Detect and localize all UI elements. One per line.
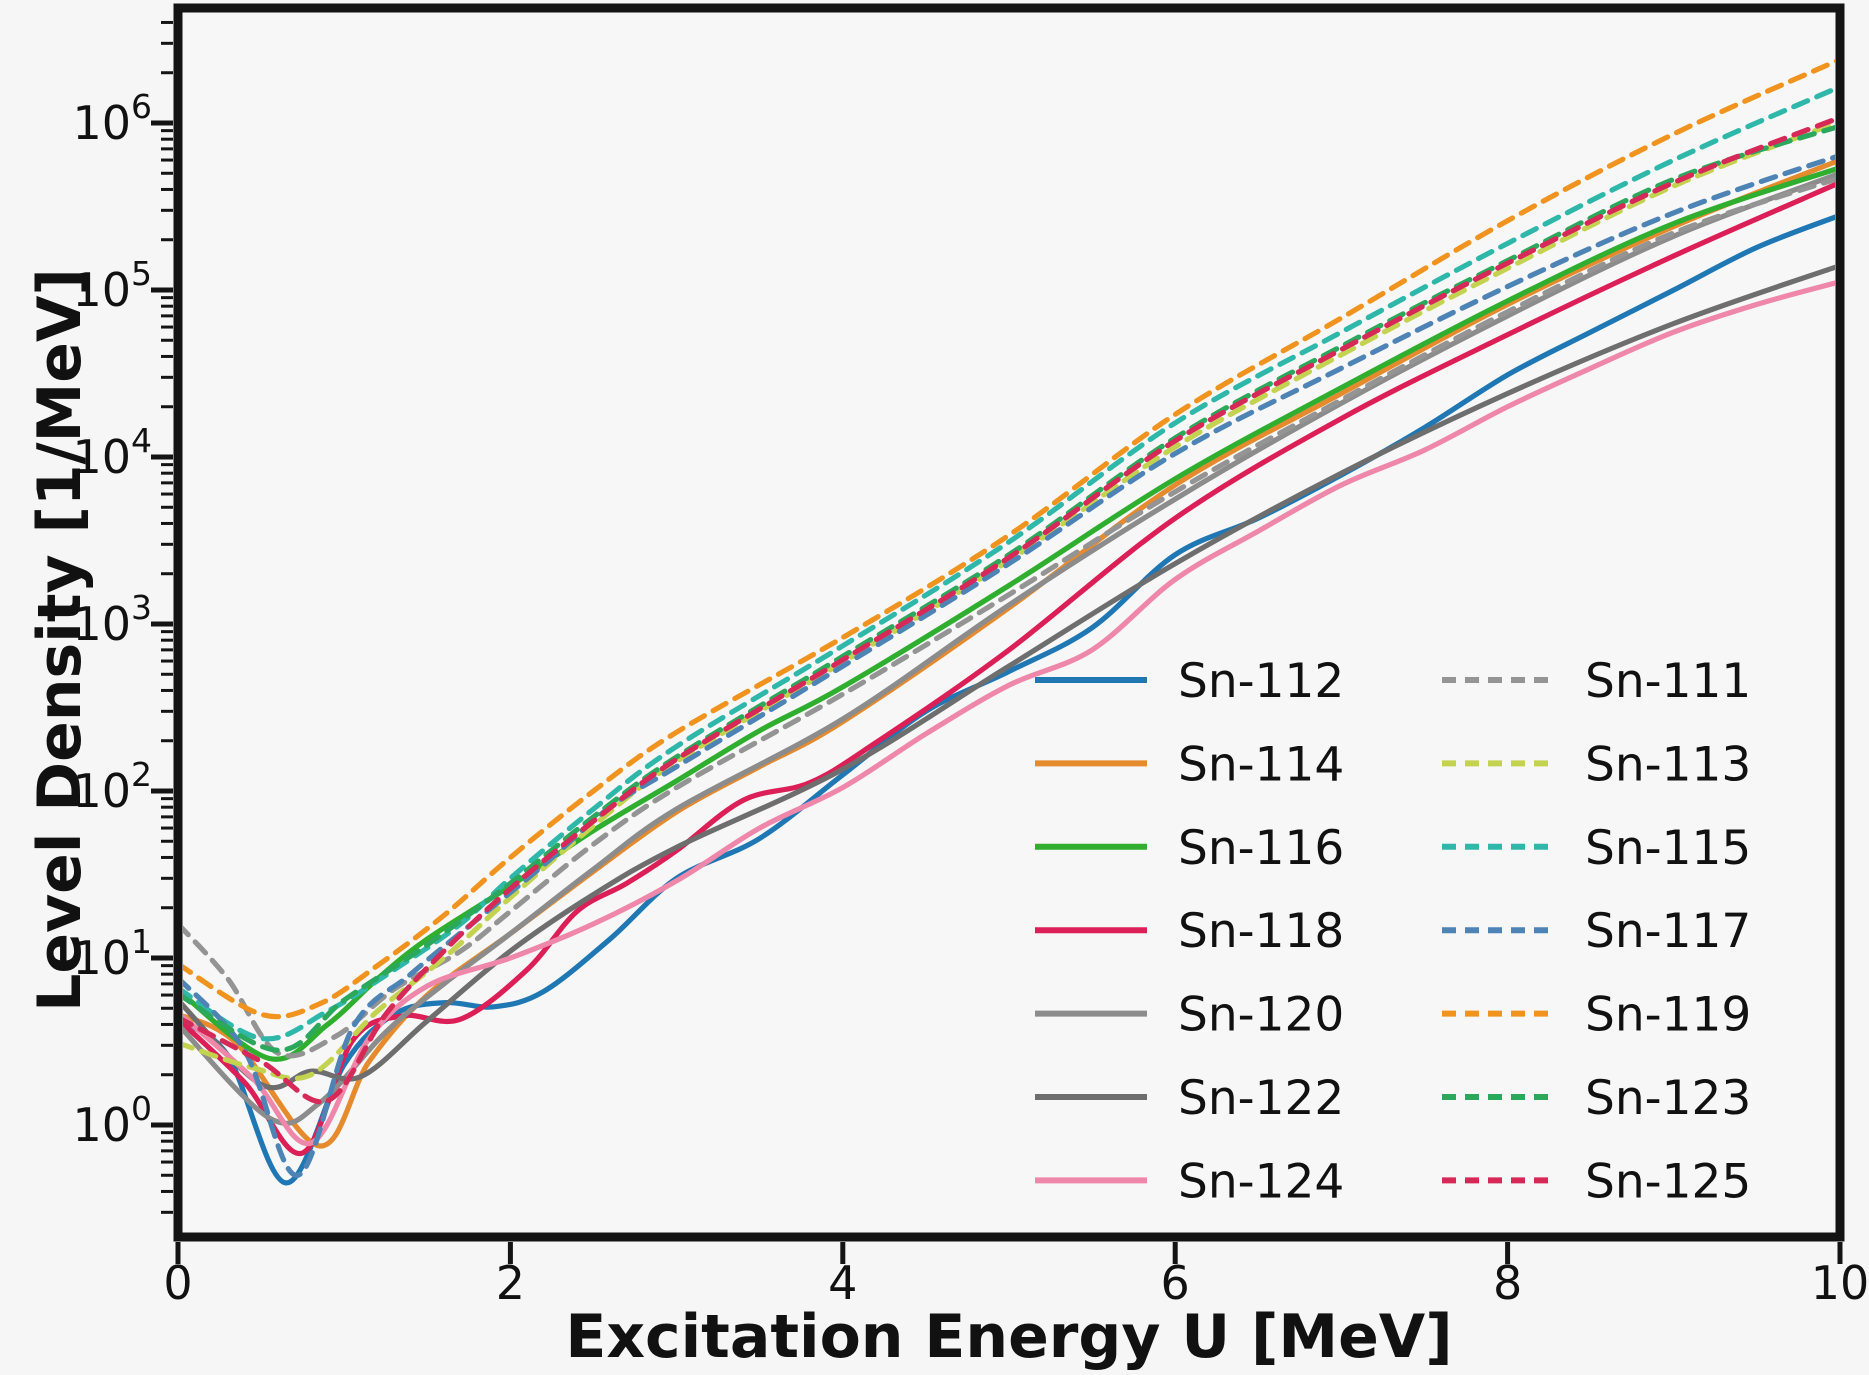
legend-label: Sn-123	[1585, 1071, 1751, 1126]
legend-label: Sn-118	[1178, 904, 1344, 959]
x-tick-label: 8	[1493, 1256, 1522, 1310]
y-tick-label: 106	[72, 87, 152, 150]
x-axis-title: Excitation Energy U [MeV]	[565, 1302, 1453, 1372]
legend-item-sn-122: Sn-122	[1035, 1071, 1344, 1126]
series-line-sn-119	[183, 58, 1835, 1020]
legend-label: Sn-116	[1178, 821, 1344, 876]
legend: Sn-112 Sn-114 Sn-116 Sn-118 Sn-120 Sn-122 Sn-1…	[1035, 654, 1751, 1209]
legend-item-sn-120: Sn-120	[1035, 988, 1344, 1043]
x-tick-label: 2	[496, 1256, 525, 1310]
legend-label: Sn-117	[1585, 904, 1751, 959]
series-line-sn-112	[183, 214, 1835, 1186]
legend-label: Sn-124	[1178, 1154, 1344, 1209]
plot-area	[178, 8, 1840, 1237]
legend-label: Sn-112	[1178, 654, 1344, 709]
series-line-sn-120	[183, 172, 1835, 1126]
legend-item-sn-112: Sn-112	[1035, 654, 1344, 709]
series-line-sn-122	[183, 264, 1835, 1091]
series-line-sn-117	[183, 154, 1835, 1178]
legend-item-sn-117: Sn-117	[1442, 904, 1751, 959]
series-line-sn-118	[183, 181, 1835, 1157]
legend-item-sn-123: Sn-123	[1442, 1071, 1751, 1126]
x-tick-label: 0	[163, 1256, 192, 1310]
curves-layer	[183, 58, 1835, 1186]
y-tick-label: 100	[72, 1089, 152, 1152]
legend-label: Sn-119	[1585, 988, 1751, 1043]
legend-label: Sn-114	[1178, 737, 1344, 792]
legend-item-sn-118: Sn-118	[1035, 904, 1344, 959]
legend-item-sn-119: Sn-119	[1442, 988, 1751, 1043]
legend-label: Sn-113	[1585, 737, 1751, 792]
series-line-sn-115	[183, 86, 1835, 1042]
legend-item-sn-124: Sn-124	[1035, 1154, 1344, 1209]
legend-label: Sn-111	[1585, 654, 1751, 709]
x-tick-label: 4	[828, 1256, 857, 1310]
legend-label: Sn-125	[1585, 1154, 1751, 1209]
legend-label: Sn-122	[1178, 1071, 1344, 1126]
legend-item-sn-111: Sn-111	[1442, 654, 1751, 709]
y-tick-label: 105	[72, 254, 152, 317]
plot-border	[173, 3, 1845, 1242]
y-axis-title: Level Density [1/MeV]	[25, 268, 96, 1012]
legend-item-sn-116: Sn-116	[1035, 821, 1344, 876]
x-tick-label: 10	[1811, 1256, 1869, 1310]
legend-item-sn-125: Sn-125	[1442, 1154, 1751, 1209]
y-tick-label: 102	[72, 755, 152, 818]
legend-item-sn-114: Sn-114	[1035, 737, 1344, 792]
legend-item-sn-113: Sn-113	[1442, 737, 1751, 792]
legend-item-sn-115: Sn-115	[1442, 821, 1751, 876]
series-line-sn-111	[183, 176, 1835, 1059]
legend-label: Sn-120	[1178, 988, 1344, 1043]
series-line-sn-125	[183, 116, 1835, 1105]
legend-label: Sn-115	[1585, 821, 1751, 876]
x-tick-label: 6	[1161, 1256, 1190, 1310]
